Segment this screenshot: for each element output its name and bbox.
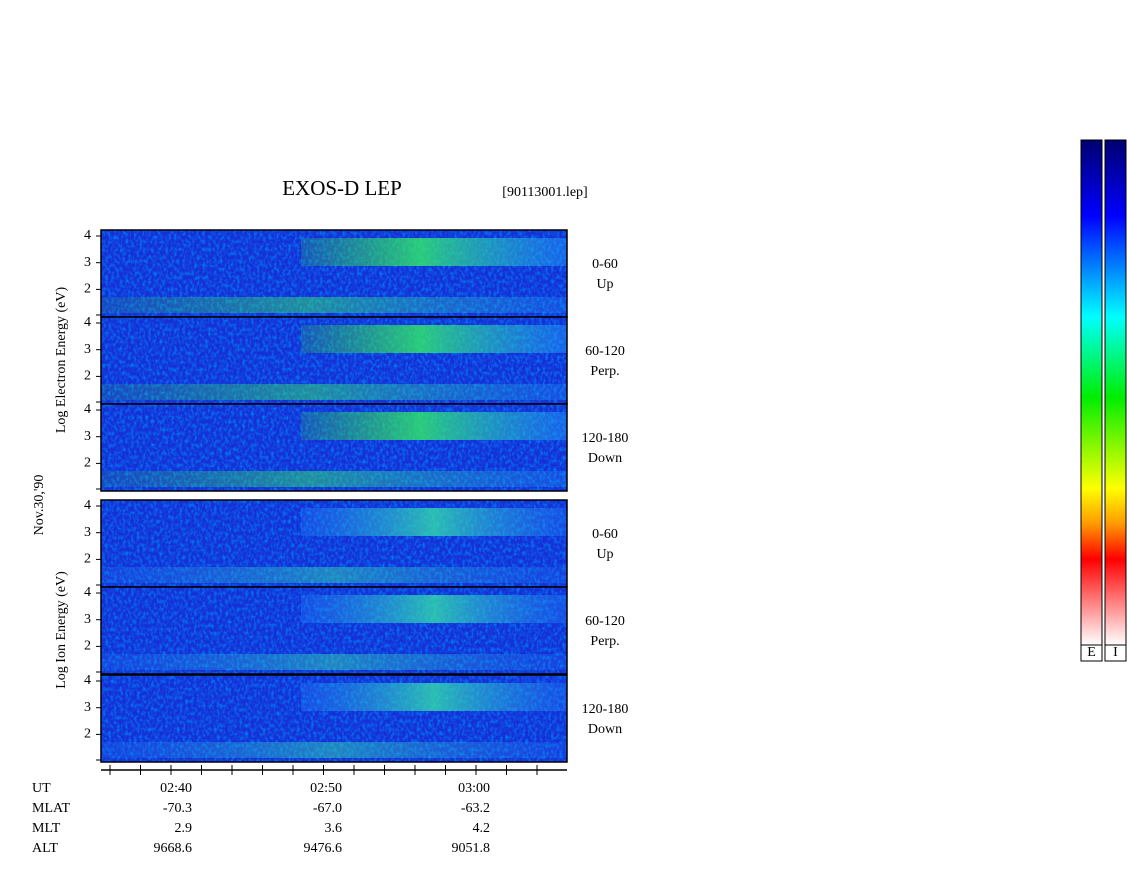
electron-axis-label: Log Electron Energy (eV) xyxy=(54,287,69,434)
ion-axis-label: Log Ion Energy (eV) xyxy=(54,571,69,689)
panel-range: 60-120 xyxy=(585,614,625,629)
date-label: Nov.30,'90 xyxy=(32,475,47,536)
row-value: 9476.6 xyxy=(304,841,343,856)
spectrogram-low xyxy=(101,471,567,487)
row-name: ALT xyxy=(32,841,58,856)
panel-direction: Perp. xyxy=(590,364,619,379)
color-bar-label: I xyxy=(1113,645,1118,660)
panel-range: 0-60 xyxy=(592,527,618,542)
spectrogram-band xyxy=(301,595,567,623)
spectrogram-band xyxy=(301,325,567,353)
row-value: 02:50 xyxy=(310,781,342,796)
panel-frame xyxy=(100,674,568,763)
panel-range: 0-60 xyxy=(592,257,618,272)
y-tick-label: 2 xyxy=(84,456,91,471)
row-value: 03:00 xyxy=(458,781,490,796)
y-tick-label: 4 xyxy=(84,585,91,600)
y-tick-label: 2 xyxy=(84,282,91,297)
y-tick-label: 4 xyxy=(84,315,91,330)
y-tick-label: 3 xyxy=(84,429,91,444)
row-value: 02:40 xyxy=(160,781,192,796)
y-tick-label: 4 xyxy=(84,228,91,243)
row-name: MLT xyxy=(32,821,61,836)
row-name: MLAT xyxy=(32,801,71,816)
panel-direction: Perp. xyxy=(590,634,619,649)
row-value: 9668.6 xyxy=(154,841,193,856)
panel-range: 60-120 xyxy=(585,344,625,359)
row-value: 2.9 xyxy=(175,821,193,836)
row-value: -70.3 xyxy=(163,801,192,816)
spectrogram-band xyxy=(301,508,567,536)
panel-direction: Up xyxy=(596,277,613,292)
row-name: UT xyxy=(32,781,51,796)
y-tick-label: 3 xyxy=(84,612,91,627)
y-tick-label: 4 xyxy=(84,673,91,688)
panel-frame xyxy=(100,403,568,492)
color-bar xyxy=(1104,139,1127,646)
y-tick-label: 2 xyxy=(84,727,91,742)
spectrogram-low xyxy=(101,742,567,758)
spectrogram-low xyxy=(101,384,567,400)
color-bar xyxy=(1080,139,1103,646)
y-tick-label: 2 xyxy=(84,639,91,654)
row-value: 9051.8 xyxy=(452,841,491,856)
y-tick-label: 3 xyxy=(84,255,91,270)
spectrogram-band xyxy=(301,683,567,711)
y-tick-label: 4 xyxy=(84,498,91,513)
color-bar-label: E xyxy=(1087,645,1096,660)
spectrogram-low xyxy=(101,567,567,583)
y-tick-label: 2 xyxy=(84,552,91,567)
color-bar-label-box xyxy=(1104,644,1127,662)
y-tick-label: 2 xyxy=(84,369,91,384)
row-value: -63.2 xyxy=(461,801,490,816)
panel-range: 120-180 xyxy=(582,702,629,717)
color-bar-label-box xyxy=(1080,644,1103,662)
panel-frame xyxy=(100,586,568,675)
title: EXOS-D LEP xyxy=(282,176,402,200)
file-name: [90113001.lep] xyxy=(502,185,587,200)
row-value: -67.0 xyxy=(313,801,342,816)
y-tick-label: 3 xyxy=(84,525,91,540)
panel-direction: Down xyxy=(588,722,622,737)
panel-direction: Up xyxy=(596,547,613,562)
spectrogram-low xyxy=(101,654,567,670)
row-value: 4.2 xyxy=(473,821,491,836)
spectrogram-band xyxy=(301,412,567,440)
panel-range: 120-180 xyxy=(582,431,629,446)
y-tick-label: 3 xyxy=(84,700,91,715)
spectrogram-band xyxy=(301,238,567,266)
panel-direction: Down xyxy=(588,451,622,466)
y-tick-label: 3 xyxy=(84,342,91,357)
spectrogram-low xyxy=(101,297,567,313)
y-tick-label: 4 xyxy=(84,402,91,417)
row-value: 3.6 xyxy=(325,821,343,836)
